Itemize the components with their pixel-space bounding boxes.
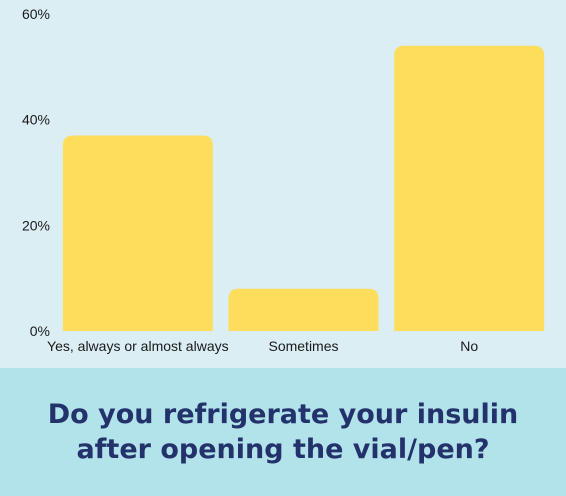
bar-0 bbox=[62, 135, 213, 331]
category-label: Yes, always or almost always bbox=[47, 338, 229, 354]
bar-2 bbox=[394, 45, 545, 331]
category-label: No bbox=[460, 338, 478, 354]
y-tick-label: 40% bbox=[22, 112, 50, 128]
bar-1 bbox=[228, 288, 379, 331]
y-tick-label: 20% bbox=[22, 217, 50, 233]
bar-chart: 0% 20% 40% 60% Yes, always or almost always S… bbox=[22, 6, 545, 354]
category-label: Sometimes bbox=[268, 338, 338, 354]
chart-area: 0% 20% 40% 60% Yes, always or almost always S… bbox=[21, 6, 545, 354]
y-tick-label: 60% bbox=[22, 6, 50, 22]
title-band: Do you refrigerate your insulin after op… bbox=[0, 368, 566, 496]
chart-title: Do you refrigerate your insulin after op… bbox=[47, 399, 519, 465]
y-tick-label: 0% bbox=[30, 323, 50, 339]
